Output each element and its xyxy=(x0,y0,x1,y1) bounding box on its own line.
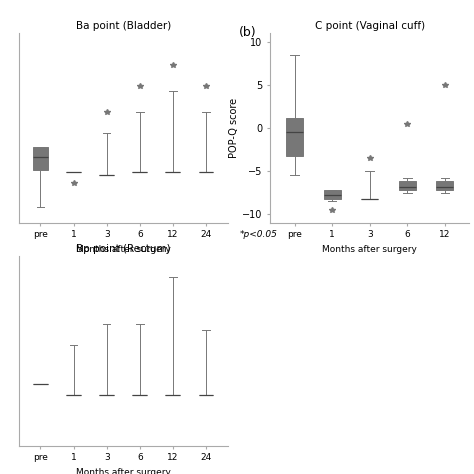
X-axis label: Months after surgery: Months after surgery xyxy=(76,245,171,254)
X-axis label: Months after surgery: Months after surgery xyxy=(322,245,417,254)
Text: *p<0.05: *p<0.05 xyxy=(239,230,277,239)
PathPatch shape xyxy=(286,118,303,155)
PathPatch shape xyxy=(399,182,416,190)
Title: Ba point (Bladder): Ba point (Bladder) xyxy=(76,21,171,31)
Text: (b): (b) xyxy=(239,26,257,39)
PathPatch shape xyxy=(437,182,453,190)
Title: Bp point (Rectum): Bp point (Rectum) xyxy=(76,244,171,254)
X-axis label: Months after surgery: Months after surgery xyxy=(76,468,171,474)
PathPatch shape xyxy=(33,147,48,170)
PathPatch shape xyxy=(324,190,341,199)
Y-axis label: POP-Q score: POP-Q score xyxy=(229,98,239,158)
Title: C point (Vaginal cuff): C point (Vaginal cuff) xyxy=(315,21,425,31)
